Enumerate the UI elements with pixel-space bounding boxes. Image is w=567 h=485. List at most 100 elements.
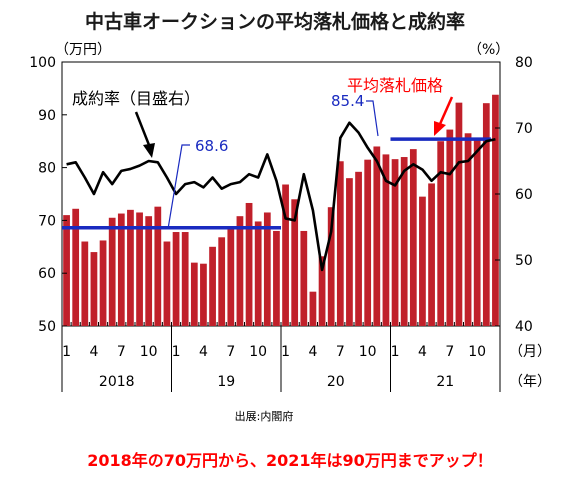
x-axis: 1 4 7 10 1 4 7 10 1 4 7 10 1 4 7 10 2018 19 20 21 （月） （年）: [61, 322, 551, 392]
annotation-avg-2020-21-leader: [366, 100, 379, 137]
x-year-label: 19: [217, 374, 235, 390]
annotation-avg-2018-19: 68.6: [195, 137, 228, 155]
price-bar: [254, 221, 262, 326]
price-bar: [163, 241, 171, 326]
price-bar: [373, 146, 381, 326]
left-axis-unit: （万円）: [55, 42, 111, 58]
x-month-label: 1: [391, 344, 400, 360]
x-month-label: 7: [226, 344, 235, 360]
price-bar: [455, 102, 463, 326]
x-unit-month: （月）: [509, 344, 551, 360]
price-bar: [81, 241, 89, 326]
price-bar: [200, 263, 207, 326]
price-bar: [446, 129, 454, 326]
x-month-label: 1: [62, 344, 71, 360]
price-bar: [154, 206, 162, 326]
source-note: 出展:内閣府: [235, 409, 294, 423]
contract-rate-line: [66, 121, 496, 272]
price-bar: [90, 252, 98, 326]
price-bar: [473, 137, 481, 326]
annotation-contract-rate: 成約率（目盛右）: [72, 89, 200, 108]
x-month-label: 4: [199, 344, 208, 360]
left-tick-label: 80: [38, 161, 56, 177]
x-month-label: 7: [117, 344, 126, 360]
price-bar: [346, 178, 353, 326]
price-bar: [117, 213, 125, 326]
price-bar: [209, 246, 216, 326]
price-bar: [72, 208, 80, 326]
price-bar: [282, 184, 289, 326]
x-month-label: 10: [468, 344, 486, 360]
right-tick-label: 50: [515, 253, 533, 269]
x-month-label: 10: [359, 344, 377, 360]
price-bar: [263, 212, 271, 326]
annotation-avg-price-arrow: [438, 96, 454, 125]
price-bar: [218, 237, 226, 326]
price-bar: [63, 215, 70, 326]
price-bar: [127, 209, 134, 326]
left-tick-label: 70: [38, 213, 56, 229]
price-bar: [190, 262, 198, 326]
x-month-label: 4: [308, 344, 317, 360]
price-bar: [181, 232, 189, 326]
price-bar: [364, 159, 372, 326]
price-bar: [400, 157, 408, 326]
price-bar: [291, 199, 299, 326]
price-bar: [236, 216, 244, 326]
price-bar: [327, 207, 335, 326]
contract-rate-series: [66, 121, 496, 272]
left-tick-label: 100: [29, 55, 56, 71]
annotation-avg-2020-21: 85.4: [331, 92, 364, 110]
caption: 2018年の70万円から、2021年は90万円までアップ！: [87, 451, 493, 470]
x-month-label: 4: [418, 344, 427, 360]
price-bars: [63, 94, 499, 327]
right-axis-unit: （%）: [468, 42, 509, 58]
price-bar: [355, 171, 362, 326]
x-month-label: 1: [172, 344, 181, 360]
annotation-contract-rate-arrowhead: [143, 143, 155, 158]
annotation-avg-price-arrowhead: [434, 121, 446, 136]
price-bar: [492, 94, 499, 327]
price-bar: [437, 141, 445, 326]
chart-title: 中古車オークションの平均落札価格と成約率: [85, 10, 465, 33]
average-lines: [62, 137, 491, 230]
price-bar: [273, 230, 280, 326]
x-month-label: 10: [249, 344, 267, 360]
right-tick-label: 80: [515, 55, 533, 71]
price-bar: [108, 217, 116, 326]
right-tick-label: 40: [515, 319, 533, 335]
annotation-contract-rate-arrow: [134, 111, 151, 146]
left-tick-label: 90: [38, 108, 56, 124]
price-bar: [382, 154, 390, 326]
x-unit-year: （年）: [509, 374, 551, 390]
x-year-label: 21: [436, 374, 454, 390]
price-bar: [464, 133, 472, 326]
price-bar: [409, 149, 417, 326]
price-bar: [227, 228, 235, 326]
price-bar: [318, 256, 326, 326]
x-year-label: 20: [327, 374, 345, 390]
x-month-label: 7: [445, 344, 454, 360]
annotation-avg-2018-19-leader: [167, 144, 190, 230]
price-bar: [391, 159, 399, 326]
right-tick-label: 60: [515, 187, 533, 203]
x-month-label: 4: [89, 344, 98, 360]
price-bar: [136, 212, 143, 326]
left-tick-label: 60: [38, 266, 56, 282]
x-year-label: 2018: [99, 374, 135, 390]
price-bar: [145, 216, 153, 326]
x-month-label: 10: [140, 344, 158, 360]
x-month-label: 1: [281, 344, 290, 360]
price-bar: [99, 240, 107, 326]
price-bar: [300, 230, 308, 326]
price-bar: [309, 291, 317, 326]
price-bar: [419, 196, 426, 326]
x-month-label: 7: [336, 344, 345, 360]
right-axis-ticks: 80 70 60 50 40: [495, 55, 533, 335]
price-bar: [245, 202, 253, 326]
left-tick-label: 50: [38, 319, 56, 335]
left-axis-ticks: 100 90 80 70 60 50: [29, 55, 67, 335]
price-bar: [482, 103, 490, 327]
